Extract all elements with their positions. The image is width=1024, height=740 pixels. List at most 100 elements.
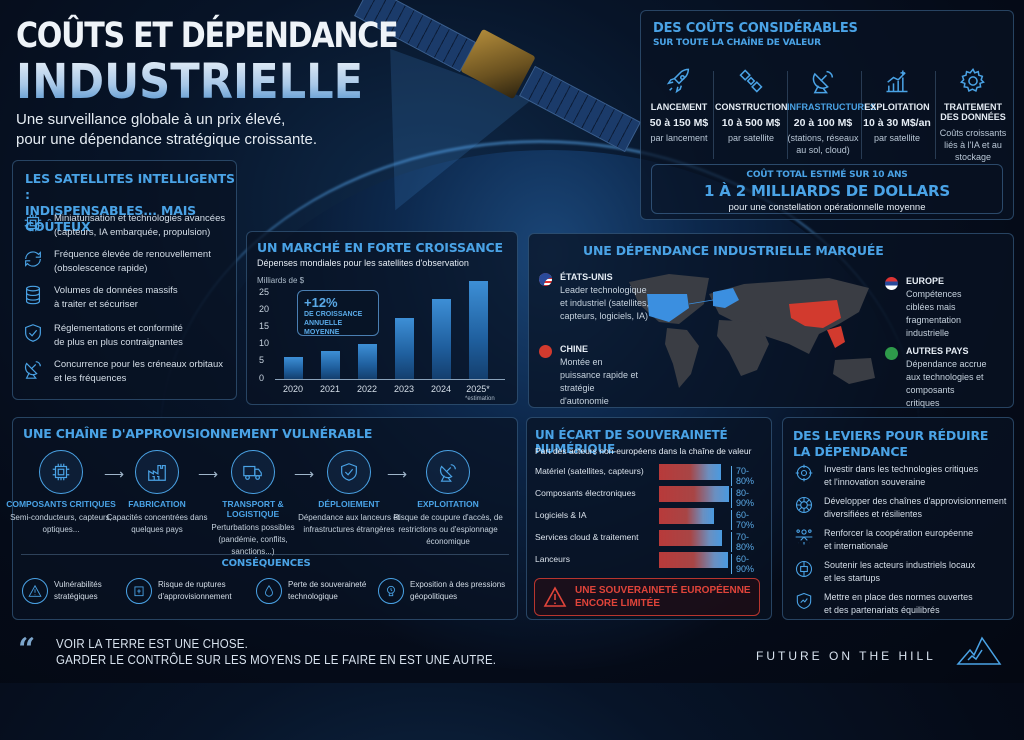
bar-2025 xyxy=(469,281,488,379)
lever-item: Développer des chaînes d'approvisionneme… xyxy=(794,495,1006,521)
list-item: Réglementations et conformité de plus en … xyxy=(22,322,183,350)
bar-2024 xyxy=(432,299,451,379)
cost-item-launch: LANCEMENT 50 à 150 M$ par lancement xyxy=(643,66,715,144)
total-cost-box: COÛT TOTAL ESTIMÉ SUR 10 ANS 1 À 2 MILLI… xyxy=(651,164,1003,214)
truck-icon xyxy=(243,465,262,480)
sovereignty-row: Services cloud & traitement 70-80% xyxy=(535,530,765,552)
list-item: Concurrence pour les créneaux orbitaux et… xyxy=(22,358,223,386)
pressure-icon xyxy=(387,585,395,597)
supply-step-components: COMPOSANTS CRITIQUES Semi-conducteurs, c… xyxy=(6,450,116,536)
sovereignty-bar xyxy=(659,486,729,502)
divider xyxy=(787,71,788,159)
china-flag-icon xyxy=(539,345,552,358)
supply-chain-panel: UNE CHAÎNE D'APPROVISIONNEMENT VULNÉRABL… xyxy=(12,417,518,620)
levers-panel: DES LEVIERS POUR RÉDUIRE LA DÉPENDANCE xyxy=(782,417,1014,620)
sovereignty-bar xyxy=(659,508,714,524)
smart-satellites-title: LES SATELLITES INTELLIGENTS : INDISPENSA… xyxy=(25,171,235,234)
lever-item: Renforcer la coopération européenne et in… xyxy=(794,527,973,553)
network-icon xyxy=(795,496,813,514)
arrow-right-icon: ⟶ xyxy=(198,466,219,482)
drop-icon xyxy=(265,584,273,597)
shield-standards-icon xyxy=(796,592,812,610)
y-axis-unit: Milliards de $ xyxy=(257,276,305,285)
database-icon xyxy=(25,285,41,305)
sovereignty-subtitle: Part des acteurs non-européens dans la c… xyxy=(535,446,752,456)
divider xyxy=(861,71,862,159)
usa-flag-icon xyxy=(539,273,552,286)
costs-panel: DES COÛTS CONSIDÉRABLES SUR TOUTE LA CHA… xyxy=(640,10,1014,220)
supply-step-manufacturing: FABRICATION Capacités concentrées dans q… xyxy=(102,450,212,536)
chart-footnote: *estimation xyxy=(465,396,495,402)
sovereignty-title: UN ÉCART DE SOUVERAINETÉ NUMÉRIQUE xyxy=(535,428,728,456)
sovereignty-bar xyxy=(659,552,728,568)
market-subtitle: Dépenses mondiales pour les satellites d… xyxy=(257,258,469,268)
divider xyxy=(713,71,714,159)
consequence-item: Risque de ruptures d'approvisionnement xyxy=(126,578,248,604)
supply-step-deployment: DÉPLOIEMENT Dépendance aux lanceurs et i… xyxy=(294,450,404,536)
x-axis-line xyxy=(275,379,505,380)
bar-2023 xyxy=(395,318,414,379)
satellite-dish-icon xyxy=(439,464,456,482)
refresh-icon xyxy=(25,251,41,267)
cooperation-icon xyxy=(795,529,813,545)
legend-other-countries: AUTRES PAYS Dépendance accrue aux technol… xyxy=(885,346,990,410)
innovation-icon xyxy=(795,464,813,482)
consequence-item: Vulnérabilités stratégiques xyxy=(22,578,124,604)
satellite-dish-icon xyxy=(812,70,834,94)
gear-icon xyxy=(959,67,985,92)
list-item: Miniaturisation et technologies avancées… xyxy=(22,212,225,240)
sovereignty-bar xyxy=(659,530,722,546)
dependence-title: UNE DÉPENDANCE INDUSTRIELLE MARQUÉE xyxy=(583,243,884,258)
brand-name: FUTURE ON THE HILL xyxy=(756,649,936,663)
sovereignty-bar xyxy=(659,464,721,480)
warning-icon xyxy=(543,586,567,607)
warning-icon xyxy=(28,584,42,597)
other-countries-flag-icon xyxy=(885,347,898,360)
smart-satellites-panel: LES SATELLITES INTELLIGENTS : INDISPENSA… xyxy=(12,160,237,400)
market-chart-panel: UN MARCHÉ EN FORTE CROISSANCE Dépenses m… xyxy=(246,231,518,405)
supply-step-operation: EXPLOITATION Risque de coupure d'accès, … xyxy=(388,450,508,548)
rocket-icon xyxy=(666,68,690,94)
shield-check-icon xyxy=(25,324,41,342)
bar-2020 xyxy=(284,357,303,379)
bar-2021 xyxy=(321,351,340,379)
sovereignty-row: Matériel (satellites, capteurs) 70-80% xyxy=(535,464,765,486)
sovereignty-panel: UN ÉCART DE SOUVERAINETÉ NUMÉRIQUE Part … xyxy=(526,417,772,620)
costs-title: DES COÛTS CONSIDÉRABLES xyxy=(653,21,858,36)
legend-usa: ÉTATS-UNIS Leader technologique et indust… xyxy=(539,272,650,323)
bar-2022 xyxy=(358,344,377,379)
sovereignty-alert: UNE SOUVERAINETÉ EUROPÉENNE ENCORE LIMIT… xyxy=(534,578,760,616)
industry-support-icon xyxy=(795,560,813,578)
footer-quote: VOIR LA TERRE EST UNE CHOSE. GARDER LE C… xyxy=(56,637,497,667)
lever-item: Investir dans les technologies critiques… xyxy=(794,463,978,489)
arrow-right-icon: ⟶ xyxy=(387,466,408,482)
supply-box-icon xyxy=(134,586,144,597)
growth-badge: +12% DE CROISSANCE ANNUELLE MOYENNE xyxy=(297,290,379,336)
cost-item-construction: CONSTRUCTION 10 à 500 M$ par satellite xyxy=(715,66,788,144)
satellite-icon xyxy=(739,69,763,93)
chip-icon xyxy=(52,463,70,481)
supply-chain-title: UNE CHAÎNE D'APPROVISIONNEMENT VULNÉRABL… xyxy=(23,426,373,441)
list-item: Fréquence élevée de renouvellement (obsol… xyxy=(22,248,211,276)
world-map xyxy=(629,274,875,388)
lever-item: Mettre en place des normes ouvertes et de… xyxy=(794,591,973,617)
costs-subtitle: SUR TOUTE LA CHAÎNE DE VALEUR xyxy=(653,38,821,48)
consequences-title: CONSÉQUENCES xyxy=(221,558,311,569)
growth-chart-icon xyxy=(886,70,908,93)
quote-mark-icon: “ xyxy=(18,632,36,667)
sovereignty-row: Logiciels & IA 60-70% xyxy=(535,508,765,530)
satellite-dish-icon xyxy=(24,361,41,379)
europe-flag-icon xyxy=(885,277,898,290)
page-subtitle: Une surveillance globale à un prix élevé… xyxy=(16,111,318,148)
chip-icon xyxy=(24,214,42,232)
divider xyxy=(935,71,936,159)
sovereignty-row: Lanceurs 60-90% xyxy=(535,552,765,574)
dependence-map-panel: UNE DÉPENDANCE INDUSTRIELLE MARQUÉE ÉTAT… xyxy=(528,233,1014,408)
legend-europe: EUROPE Compétences ciblées mais fragmenta… xyxy=(885,276,988,340)
consequence-item: Exposition à des pressions géopolitiques xyxy=(378,578,510,604)
divider xyxy=(21,554,509,555)
supply-step-transport: TRANSPORT & LOGISTIQUE Perturbations pos… xyxy=(198,450,308,558)
legend-china: CHINE Montée en puissance rapide et strat… xyxy=(539,344,644,408)
sovereignty-row: Composants électroniques 80-90% xyxy=(535,486,765,508)
shield-check-icon xyxy=(341,463,357,481)
